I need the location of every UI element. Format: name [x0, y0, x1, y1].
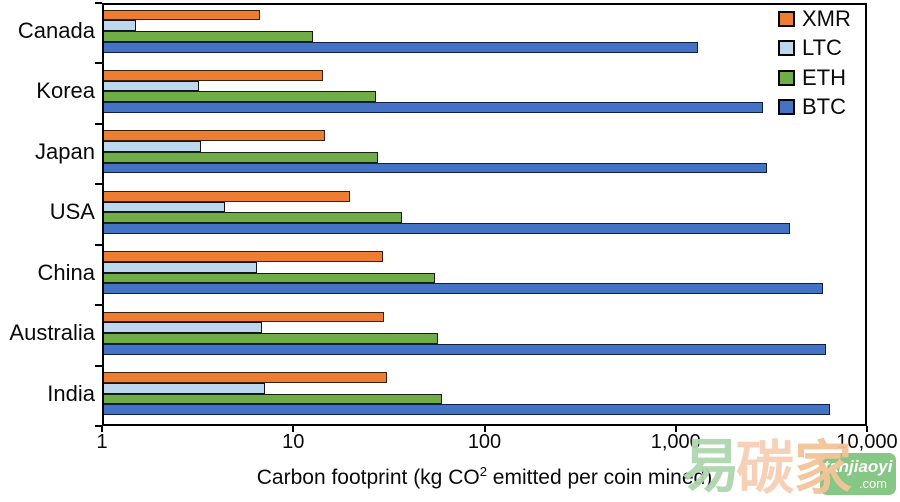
bar-australia-btc [102, 343, 826, 355]
bar-china-ltc [102, 261, 258, 273]
legend-item-eth: ETH [778, 66, 851, 89]
bar-india-btc [102, 404, 830, 416]
bar-china-eth [102, 272, 435, 284]
x-tick-10,000 [866, 426, 868, 432]
bar-canada-btc [102, 41, 698, 53]
legend-label-eth: ETH [802, 64, 846, 90]
bar-canada-eth [102, 31, 314, 42]
bar-india-ltc [102, 382, 265, 394]
category-label-usa: USA [49, 199, 95, 225]
bar-japan-xmr [102, 130, 326, 142]
bar-korea-btc [102, 102, 763, 113]
bar-usa-btc [102, 223, 790, 234]
y-tick-4 [95, 243, 102, 246]
y-tick-5 [95, 304, 102, 307]
bar-korea-ltc [102, 80, 199, 92]
x-axis-title: Carbon footprint (kg CO2 emitted per coi… [102, 464, 867, 490]
legend-item-xmr: XMR [778, 7, 851, 30]
bar-usa-eth [102, 212, 402, 224]
bar-japan-ltc [102, 141, 202, 152]
x-tick-1 [101, 426, 103, 432]
legend-item-btc: BTC [778, 96, 851, 119]
legend-swatch-xmr [778, 10, 795, 27]
category-label-japan: Japan [35, 138, 95, 164]
category-label-india: India [47, 380, 95, 406]
bar-australia-eth [102, 333, 438, 344]
bar-china-xmr [102, 251, 384, 262]
legend: XMR LTC ETH BTC [778, 7, 851, 119]
bar-japan-btc [102, 162, 767, 174]
bar-japan-eth [102, 151, 378, 163]
category-label-china: China [37, 259, 95, 285]
x-tick-10 [292, 426, 295, 432]
category-label-canada: Canada [17, 18, 95, 43]
bar-canada-ltc [102, 20, 136, 31]
x-axis-title-suffix: emitted per coin mined) [486, 466, 713, 489]
legend-swatch-ltc [778, 40, 795, 56]
x-tick-label-1: 1 [96, 431, 108, 453]
x-tick-label-10: 10 [282, 431, 305, 453]
plot-area [102, 3, 867, 426]
category-label-korea: Korea [36, 78, 95, 104]
y-tick-2 [95, 122, 102, 125]
legend-swatch-btc [778, 99, 795, 115]
bar-india-eth [102, 393, 443, 405]
x-tick-1,000 [674, 426, 677, 432]
x-tick-label-1,000: 1,000 [650, 431, 701, 453]
x-tick-label-100: 100 [467, 431, 502, 453]
y-tick-6 [95, 364, 102, 367]
bar-korea-eth [102, 91, 376, 103]
y-tick-1 [95, 62, 102, 65]
y-category-labels: Canada Korea Japan USA China Australia India [0, 0, 95, 426]
bar-canada-xmr [102, 9, 260, 21]
bar-india-xmr [102, 372, 388, 383]
y-tick-3 [95, 183, 102, 186]
bar-usa-ltc [102, 201, 226, 213]
bar-korea-xmr [102, 69, 323, 81]
y-tick-0 [95, 2, 102, 4]
legend-label-xmr: XMR [802, 5, 851, 31]
x-tick-label-10,000: 10,000 [836, 431, 898, 453]
legend-label-ltc: LTC [802, 35, 842, 60]
legend-item-ltc: LTC [778, 37, 851, 60]
legend-swatch-eth [778, 69, 795, 86]
x-axis-title-text: Carbon footprint (kg CO [256, 466, 480, 489]
bar-china-btc [102, 283, 824, 295]
category-label-australia: Australia [9, 320, 95, 346]
x-tick-100 [483, 426, 486, 432]
bar-usa-xmr [102, 190, 350, 202]
legend-label-btc: BTC [802, 94, 846, 119]
bar-australia-ltc [102, 322, 263, 334]
y-tick-7 [95, 425, 102, 427]
x-axis-title-sup: 2 [479, 464, 487, 479]
bar-australia-xmr [102, 311, 385, 323]
